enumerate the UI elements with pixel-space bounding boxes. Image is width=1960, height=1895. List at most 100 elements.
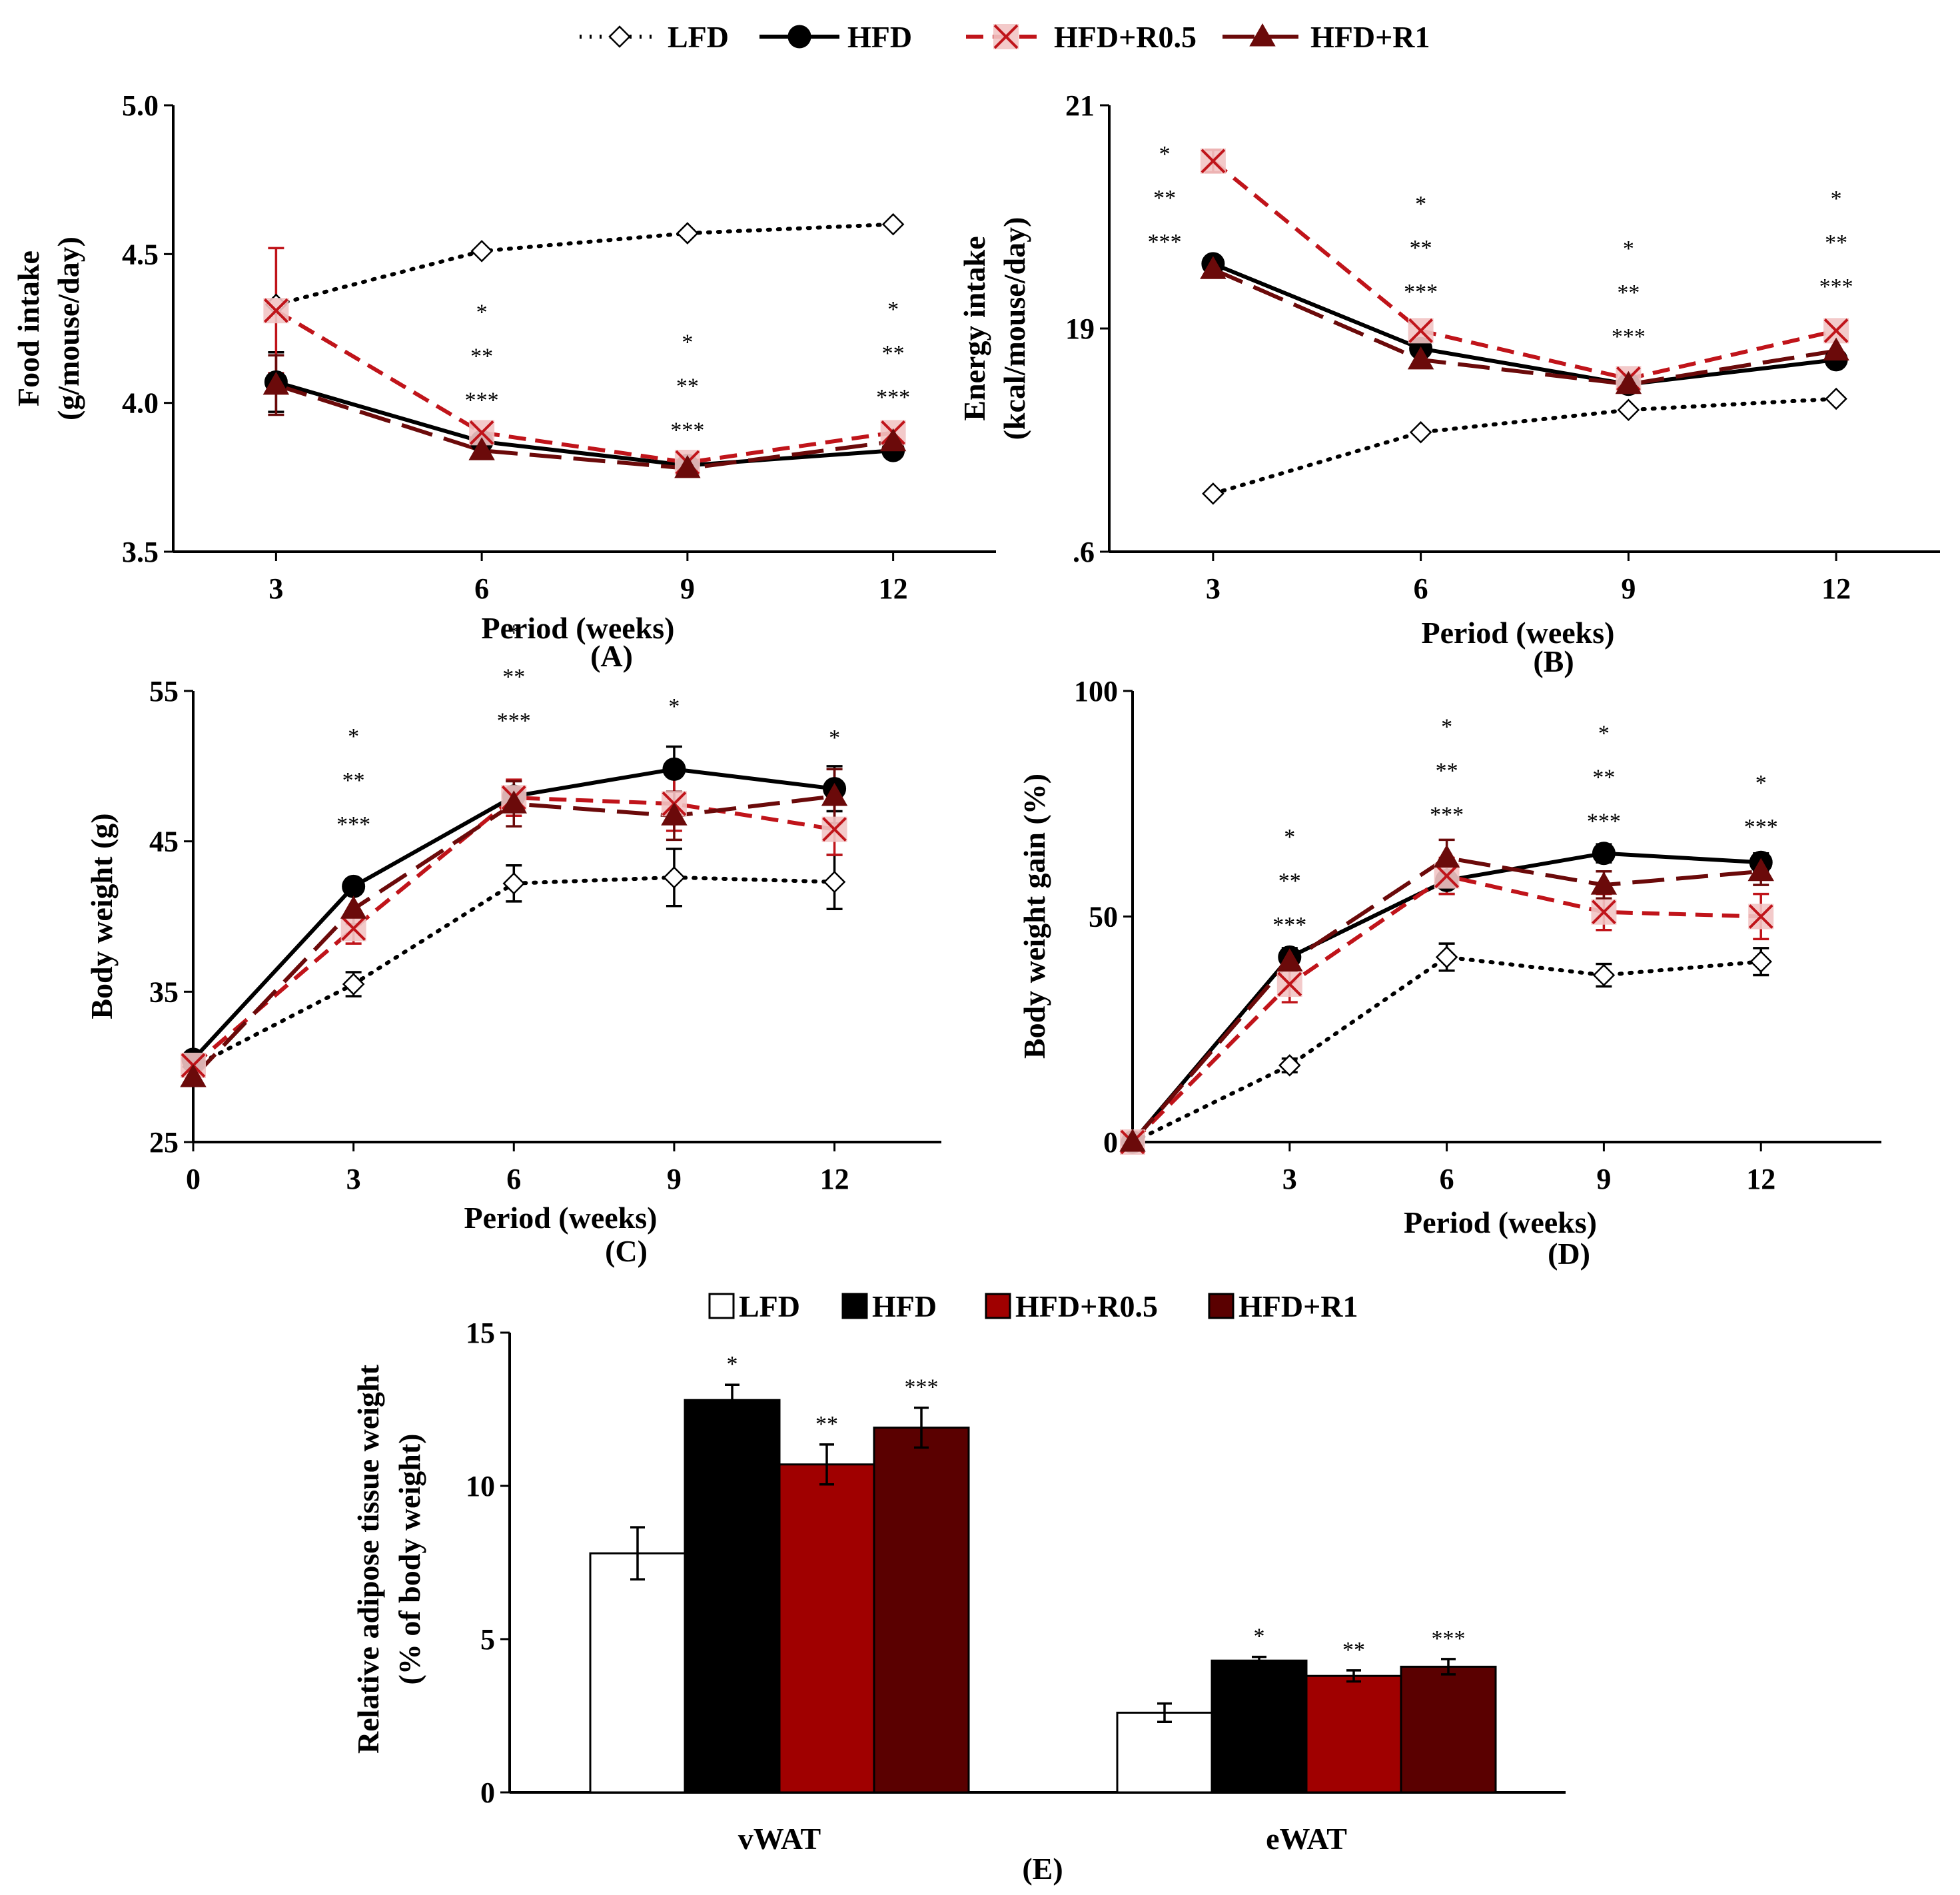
- data-point: [1278, 1054, 1301, 1077]
- data-point-x: [1277, 971, 1302, 997]
- significance-mark: ***: [497, 708, 531, 733]
- panel-d-body-weight-gain: 0 50 100 3 6 9 12 Body weight gain (%) Period (w…: [1017, 675, 1881, 1271]
- significance-mark: **: [342, 768, 365, 793]
- bar-legend-label: HFD+R1: [1238, 1289, 1358, 1323]
- error-bar: [630, 1526, 645, 1581]
- y-tick-label: 0: [480, 1776, 495, 1809]
- category-label: eWAT: [1266, 1822, 1347, 1856]
- significance-mark: ***: [336, 812, 370, 837]
- series-line-hfd-r1: [191, 794, 835, 1079]
- bar-legend-swatch: [708, 1293, 735, 1319]
- data-point: [879, 428, 907, 452]
- data-point: [674, 454, 701, 478]
- bar-hfd-r1: [1400, 1665, 1497, 1794]
- x-tick-label: 6: [1440, 1163, 1454, 1195]
- significance-mark: *: [682, 330, 693, 354]
- significance-mark: ***: [1272, 913, 1306, 938]
- data-point-x: [1823, 318, 1849, 343]
- data-point: [1119, 1128, 1146, 1152]
- significance-mark: **: [1410, 236, 1432, 261]
- y-axis-title: (% of body weight): [392, 1434, 426, 1685]
- y-tick-label: 50: [1089, 901, 1118, 934]
- data-point-x: [1748, 904, 1773, 929]
- panel-e-adipose-weight: 0 5 10 15 Relative adipose tissue weight (% o…: [351, 1289, 1566, 1886]
- series-line-hfd-r1: [275, 383, 894, 470]
- bar-legend-label: HFD+R0.5: [1015, 1289, 1158, 1323]
- legend-marker: [787, 25, 811, 49]
- x-tick-label: 9: [1596, 1163, 1611, 1195]
- error-bar: [1252, 1655, 1266, 1666]
- x-tick-label: 9: [1621, 572, 1636, 605]
- y-axis-title: Energy intake: [957, 236, 991, 420]
- data-point: [1407, 346, 1434, 370]
- legend-item-lfd: LFD: [580, 20, 729, 54]
- data-point: [1825, 387, 1847, 410]
- x-tick-label: 3: [1206, 572, 1221, 605]
- x-tick-label: 12: [879, 572, 908, 605]
- data-point: [1202, 482, 1225, 505]
- legend-label: HFD+R1: [1310, 20, 1430, 54]
- data-point-x: [1434, 864, 1460, 888]
- data-point: [1276, 948, 1303, 971]
- significance-mark: **: [1278, 869, 1301, 894]
- data-point-x: [469, 420, 494, 445]
- significance-mark: *: [1755, 771, 1767, 796]
- error-bar: [914, 1406, 929, 1449]
- x-tick-label: 12: [1821, 572, 1851, 605]
- data-point: [1590, 872, 1618, 895]
- bar-legend-swatch: [1208, 1293, 1234, 1319]
- data-point: [1409, 421, 1432, 444]
- data-point: [1276, 971, 1302, 997]
- significance-mark: **: [1825, 231, 1847, 255]
- significance-mark: *: [887, 297, 899, 322]
- series-line-hfd-r1: [1212, 267, 1837, 386]
- bar-legend-item-hfd-r1: HFD+R1: [1208, 1289, 1358, 1323]
- significance-mark: ***: [1404, 280, 1438, 305]
- data-point: [1200, 148, 1226, 174]
- x-axis-title: Period (weeks): [1404, 1205, 1597, 1239]
- data-point: [821, 816, 847, 842]
- series-line-hfd-r1: [1131, 856, 1761, 1143]
- significance-mark: **: [1153, 186, 1176, 211]
- significance-mark: *: [1254, 1624, 1265, 1649]
- data-point: [468, 437, 495, 460]
- x-tick-label: 12: [820, 1163, 849, 1195]
- series-line-hfd: [1212, 262, 1837, 386]
- significance-mark: **: [1617, 281, 1640, 305]
- significance-mark: **: [1592, 765, 1615, 790]
- data-point: [470, 240, 493, 263]
- error-bar: [819, 1443, 834, 1486]
- data-point: [881, 213, 905, 236]
- x-axis-title: Period (weeks): [1422, 616, 1615, 650]
- significance-mark: *: [1159, 142, 1171, 167]
- series-line-hfd: [1131, 851, 1761, 1143]
- data-point: [663, 866, 686, 889]
- y-tick-label: 25: [149, 1126, 179, 1159]
- significance-mark: *: [1441, 714, 1452, 739]
- panel-label: (B): [1533, 644, 1574, 678]
- x-tick-label: 3: [1282, 1163, 1297, 1195]
- data-point: [1747, 858, 1774, 882]
- x-axis-title: Period (weeks): [482, 611, 675, 645]
- y-axis-title: (kcal/mouse/day): [997, 217, 1031, 440]
- data-point: [180, 1063, 207, 1087]
- bar-hfd: [1211, 1659, 1308, 1794]
- series-line-lfd: [1211, 396, 1839, 496]
- significance-mark: *: [348, 724, 359, 749]
- data-point: [1592, 842, 1616, 866]
- error-bar: [725, 1383, 739, 1417]
- series-line-lfd: [274, 222, 895, 307]
- legend-marker: [608, 25, 631, 48]
- significance-mark: *: [668, 694, 680, 719]
- y-axis-title: (g/mouse/day): [51, 237, 85, 420]
- error-bar: [1157, 1702, 1172, 1723]
- bar-legend-item-hfd: HFD: [841, 1289, 937, 1323]
- significance-mark: **: [1436, 758, 1458, 783]
- significance-mark: ***: [1587, 809, 1621, 834]
- data-point: [662, 757, 686, 781]
- data-point: [1435, 946, 1458, 969]
- data-point: [342, 973, 365, 995]
- significance-mark: ***: [1744, 815, 1778, 840]
- y-tick-label: 5: [480, 1623, 495, 1656]
- x-tick-label: 9: [680, 572, 695, 605]
